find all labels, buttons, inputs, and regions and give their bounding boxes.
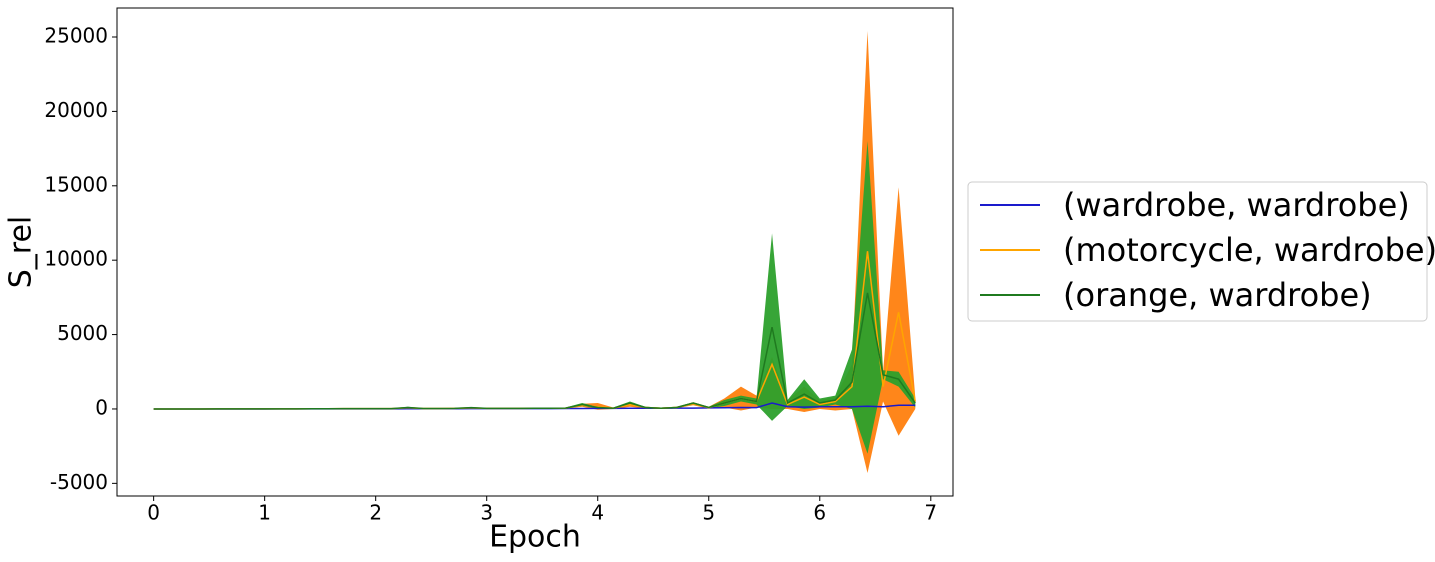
x-tick-label: 5 (702, 501, 715, 525)
y-tick-label: 20000 (44, 98, 108, 122)
legend-label: (wardrobe, wardrobe) (1063, 186, 1410, 224)
y-tick-label: 25000 (44, 24, 108, 48)
x-axis-label: Epoch (489, 520, 581, 555)
legend-box (967, 181, 1428, 322)
x-tick-label: 0 (147, 501, 160, 525)
line (153, 292, 916, 410)
y-tick-label: 0 (95, 395, 108, 419)
y-tick-label: 10000 (44, 247, 108, 271)
legend-label: (motorcycle, wardrobe) (1063, 231, 1435, 269)
x-tick-label: 2 (369, 501, 382, 525)
y-tick-label: -5000 (50, 470, 108, 494)
x-tick-label: 7 (924, 501, 937, 525)
x-tick-label: 1 (258, 501, 271, 525)
y-tick-label: 15000 (44, 172, 108, 196)
y-tick-label: 5000 (57, 321, 108, 345)
x-tick-label: 3 (480, 501, 493, 525)
plot-frame (116, 7, 954, 497)
x-tick-label: 4 (591, 501, 604, 525)
legend-label: (orange, wardrobe) (1063, 276, 1372, 314)
x-tick-label: 6 (813, 501, 826, 525)
y-axis-label: S_rel (4, 216, 39, 289)
